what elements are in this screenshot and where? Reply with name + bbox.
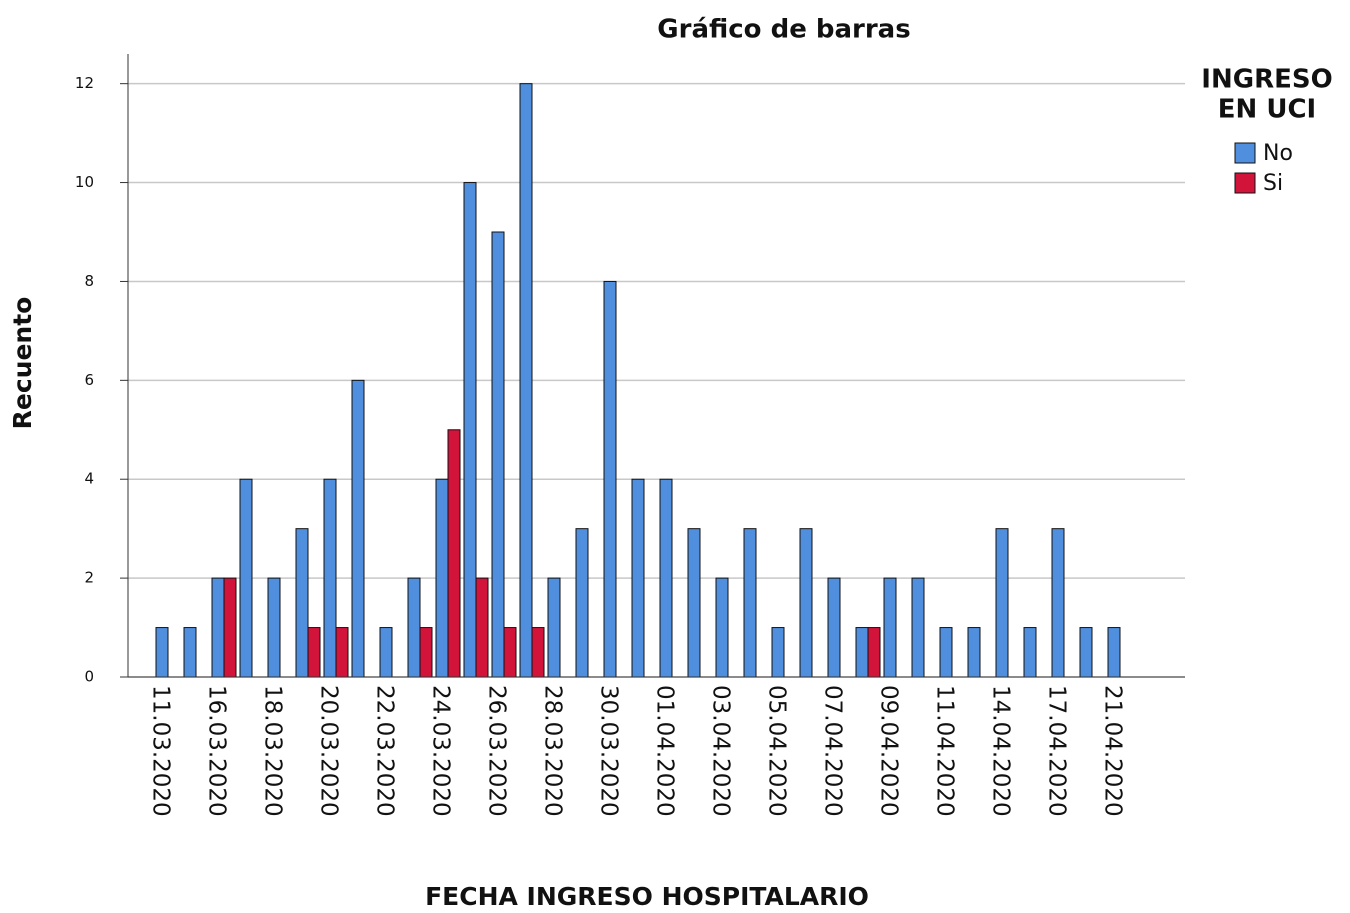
- bar: [183, 627, 197, 678]
- legend-swatch: [1234, 172, 1256, 194]
- x-tick-label: 22.03.2020: [372, 685, 398, 817]
- x-axis-title: FECHA INGRESO HOSPITALARIO: [425, 882, 869, 911]
- bar: [799, 528, 813, 678]
- bar: [463, 182, 477, 678]
- bar: [967, 627, 981, 678]
- x-tick-label: 01.04.2020: [652, 685, 678, 817]
- bar: [659, 478, 673, 678]
- x-tick-label: 20.03.2020: [316, 685, 342, 817]
- bar: [223, 577, 237, 678]
- x-tick-label: 05.04.2020: [764, 685, 790, 817]
- bar: [687, 528, 701, 678]
- bar: [295, 528, 309, 678]
- bar: [519, 83, 533, 678]
- bar: [939, 627, 953, 678]
- x-tick-label: 30.03.2020: [596, 685, 622, 817]
- y-tick-label: 0: [84, 668, 94, 686]
- y-tick-label: 6: [84, 371, 94, 389]
- x-tick-label: 16.03.2020: [204, 685, 230, 817]
- bar: [155, 627, 169, 678]
- bar: [575, 528, 589, 678]
- bar: [1023, 627, 1037, 678]
- legend-label: No: [1263, 141, 1293, 166]
- bar: [351, 379, 365, 678]
- bar: [475, 577, 489, 678]
- x-tick-label: 17.04.2020: [1044, 685, 1070, 817]
- legend-title: INGRESO: [1201, 65, 1332, 95]
- bar: [435, 478, 449, 678]
- bar: [307, 627, 321, 678]
- bar: [491, 231, 505, 678]
- legend-swatch: [1234, 142, 1256, 164]
- bar: [883, 577, 897, 678]
- bar: [267, 577, 281, 678]
- bar: [335, 627, 349, 678]
- y-tick-label: 2: [84, 569, 94, 587]
- bar: [715, 577, 729, 678]
- bar: [603, 280, 617, 678]
- bar: [547, 577, 561, 678]
- y-tick-label: 10: [75, 173, 94, 191]
- x-tick-label: 26.03.2020: [484, 685, 510, 817]
- legend-title: EN UCI: [1218, 95, 1316, 125]
- bar: [1051, 528, 1065, 678]
- bar: [911, 577, 925, 678]
- bar: [631, 478, 645, 678]
- x-tick-label: 14.04.2020: [988, 685, 1014, 817]
- x-tick-label: 11.03.2020: [148, 685, 174, 817]
- bar: [1079, 627, 1093, 678]
- bar: [323, 478, 337, 678]
- y-tick-label: 8: [84, 272, 94, 290]
- x-tick-label: 03.04.2020: [708, 685, 734, 817]
- y-tick-label: 12: [75, 74, 94, 92]
- legend-label: Si: [1263, 171, 1283, 196]
- bar: [407, 577, 421, 678]
- x-tick-label: 09.04.2020: [876, 685, 902, 817]
- x-tick-label: 24.03.2020: [428, 685, 454, 817]
- x-tick-label: 18.03.2020: [260, 685, 286, 817]
- bar: [771, 627, 785, 678]
- bar: [211, 577, 225, 678]
- bar: [827, 577, 841, 678]
- y-tick-label: 4: [84, 470, 94, 488]
- x-tick-label: 11.04.2020: [932, 685, 958, 817]
- bar: [531, 627, 545, 678]
- bar: [239, 478, 253, 678]
- bar: [855, 627, 869, 678]
- bar: [1107, 627, 1121, 678]
- bar: [419, 627, 433, 678]
- bar: [743, 528, 757, 678]
- bar: [867, 627, 881, 678]
- x-tick-label: 28.03.2020: [540, 685, 566, 817]
- x-tick-label: 21.04.2020: [1100, 685, 1126, 817]
- bar: [995, 528, 1009, 678]
- chart-title: Gráfico de barras: [657, 15, 910, 45]
- bar: [379, 627, 393, 678]
- x-tick-label: 07.04.2020: [820, 685, 846, 817]
- y-axis-title: Recuento: [8, 297, 37, 430]
- bar: [503, 627, 517, 678]
- bar: [447, 429, 461, 678]
